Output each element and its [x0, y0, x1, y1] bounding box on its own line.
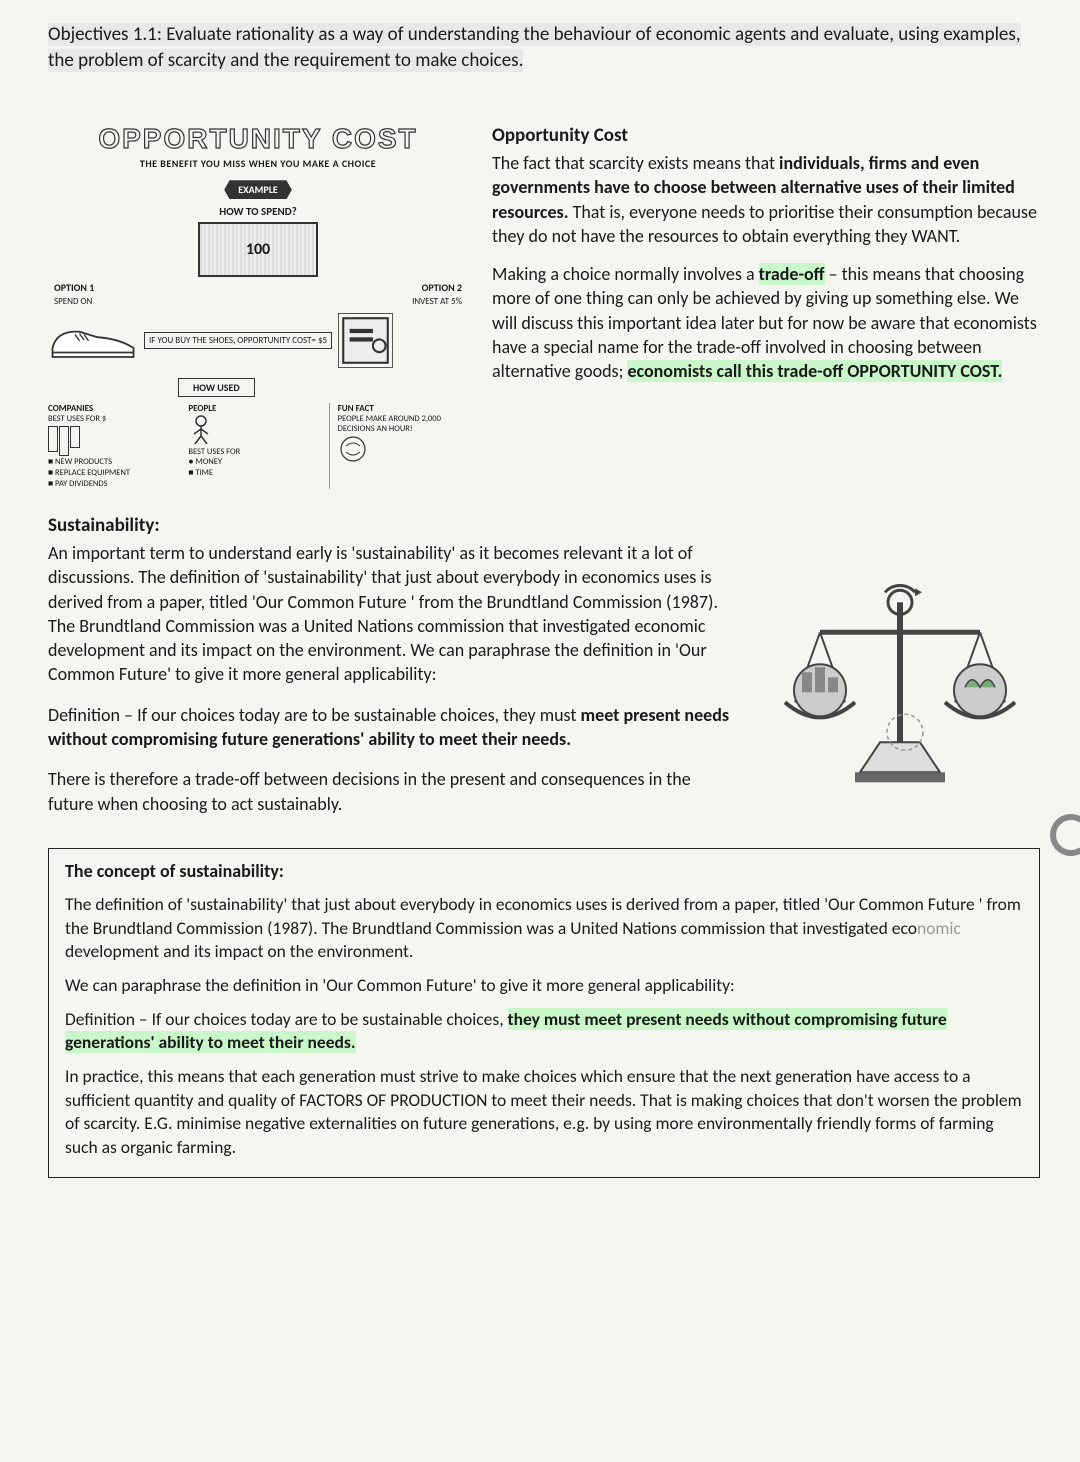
option1-title: OPTION 1 [54, 281, 94, 294]
shoe-icon [48, 321, 138, 362]
sustain-heading: Sustainability: [48, 513, 730, 539]
if-buy-label: IF YOU BUY THE SHOES, OPPORTUNITY COST= … [144, 332, 332, 349]
money-value: 100 [246, 240, 270, 259]
concept-of-sustainability-box: The concept of sustainability: The defin… [48, 848, 1040, 1179]
funfact-header: FUN FACT [338, 403, 468, 414]
concept-p3: Definition – If our choices today are to… [65, 1008, 1023, 1055]
binder-ring-icon [1036, 810, 1080, 860]
shoe-row: IF YOU BUY THE SHOES, OPPORTUNITY COST= … [48, 313, 468, 368]
brain-icon [338, 434, 368, 464]
s2a: Definition – If our choices today are to… [48, 704, 581, 726]
person-icon [188, 414, 214, 444]
cp1b: development and its impact on the enviro… [65, 940, 413, 962]
objectives-text: Objectives 1.1: Evaluate rationality as … [48, 22, 1040, 73]
opp-cost-p1: The fact that scarcity exists means that… [492, 151, 1040, 248]
sustain-p2: Definition – If our choices today are to… [48, 703, 730, 752]
cp1f: nomic [917, 917, 961, 939]
cp1a: The definition of 'sustainability' that … [65, 893, 1021, 939]
people-bullet-1: ● MONEY [188, 457, 318, 467]
people-label: PEOPLE [188, 403, 318, 414]
p2d: economists call this trade-off OPPORTUNI… [627, 360, 1002, 382]
cp3a: Definition – If our choices today are to… [65, 1008, 508, 1030]
best-uses-dollar: BEST USES FOR $ [48, 414, 178, 424]
people-col: PEOPLE BEST USES FOR ● MONEY ■ TIME [188, 403, 318, 489]
infographic-title: OPPORTUNITY COST [48, 123, 468, 155]
people-bullet-2: ■ TIME [188, 467, 318, 478]
option2-col: OPTION 2 INVEST AT 5% [266, 281, 462, 307]
option1-col: OPTION 1 SPEND ON [54, 281, 250, 307]
opp-cost-p2: Making a choice normally involves a trad… [492, 262, 1040, 383]
option2-sub: INVEST AT 5% [412, 296, 462, 307]
opportunity-cost-infographic: OPPORTUNITY COST THE BENEFIT YOU MISS WH… [48, 123, 468, 489]
concept-p2: We can paraphrase the definition in 'Our… [65, 974, 1023, 998]
building-icon [48, 426, 178, 456]
p1c: That is, everyone needs to prioritise th… [492, 201, 1037, 247]
sustain-p1: An important term to understand early is… [48, 541, 730, 687]
top-row: OPPORTUNITY COST THE BENEFIT YOU MISS WH… [48, 123, 1040, 489]
sustainability-block: Sustainability: An important term to und… [48, 513, 1040, 832]
p1a: The fact that scarcity exists means that [492, 152, 779, 174]
how-to-spend-label: HOW TO SPEND? [48, 205, 468, 218]
company-bullet-3: ■ PAY DIVIDENDS [48, 478, 178, 489]
balance-scale-icon [760, 553, 1040, 832]
opp-cost-heading: Opportunity Cost [492, 123, 1040, 149]
sustainability-text: Sustainability: An important term to und… [48, 513, 730, 832]
concept-p1: The definition of 'sustainability' that … [65, 893, 1023, 964]
p2a: Making a choice normally involves a [492, 263, 759, 285]
concept-p4: In practice, this means that each genera… [65, 1065, 1023, 1160]
options-row: OPTION 1 SPEND ON OPTION 2 INVEST AT 5% [48, 281, 468, 307]
infographic-subtitle: THE BENEFIT YOU MISS WHEN YOU MAKE A CHO… [48, 157, 468, 170]
how-used-ribbon: HOW USED [178, 378, 255, 397]
safe-icon [338, 313, 393, 368]
company-bullet-1: ■ NEW PRODUCTS [48, 456, 178, 467]
companies-label: COMPANIES [48, 403, 178, 414]
example-ribbon: EXAMPLE [224, 180, 292, 199]
opportunity-cost-text: Opportunity Cost The fact that scarcity … [492, 123, 1040, 489]
companies-col: COMPANIES BEST USES FOR $ ■ NEW PRODUCTS… [48, 403, 178, 489]
best-uses-for: BEST USES FOR [188, 447, 318, 457]
money-note-icon: 100 [198, 222, 318, 277]
option1-sub: SPEND ON [54, 296, 92, 307]
concept-heading: The concept of sustainability: [65, 859, 1023, 883]
funfact-text: PEOPLE MAKE AROUND 2,000 DECISIONS AN HO… [338, 414, 468, 434]
objectives-span: Objectives 1.1: Evaluate rationality as … [48, 23, 1021, 72]
company-bullet-2: ■ REPLACE EQUIPMENT [48, 467, 178, 478]
infographic-bottom: COMPANIES BEST USES FOR $ ■ NEW PRODUCTS… [48, 403, 468, 489]
funfact-col: FUN FACT PEOPLE MAKE AROUND 2,000 DECISI… [329, 403, 468, 489]
option2-title: OPTION 2 [422, 281, 462, 294]
sustain-p3: There is therefore a trade-off between d… [48, 767, 730, 816]
p2b: trade-off [759, 263, 825, 285]
